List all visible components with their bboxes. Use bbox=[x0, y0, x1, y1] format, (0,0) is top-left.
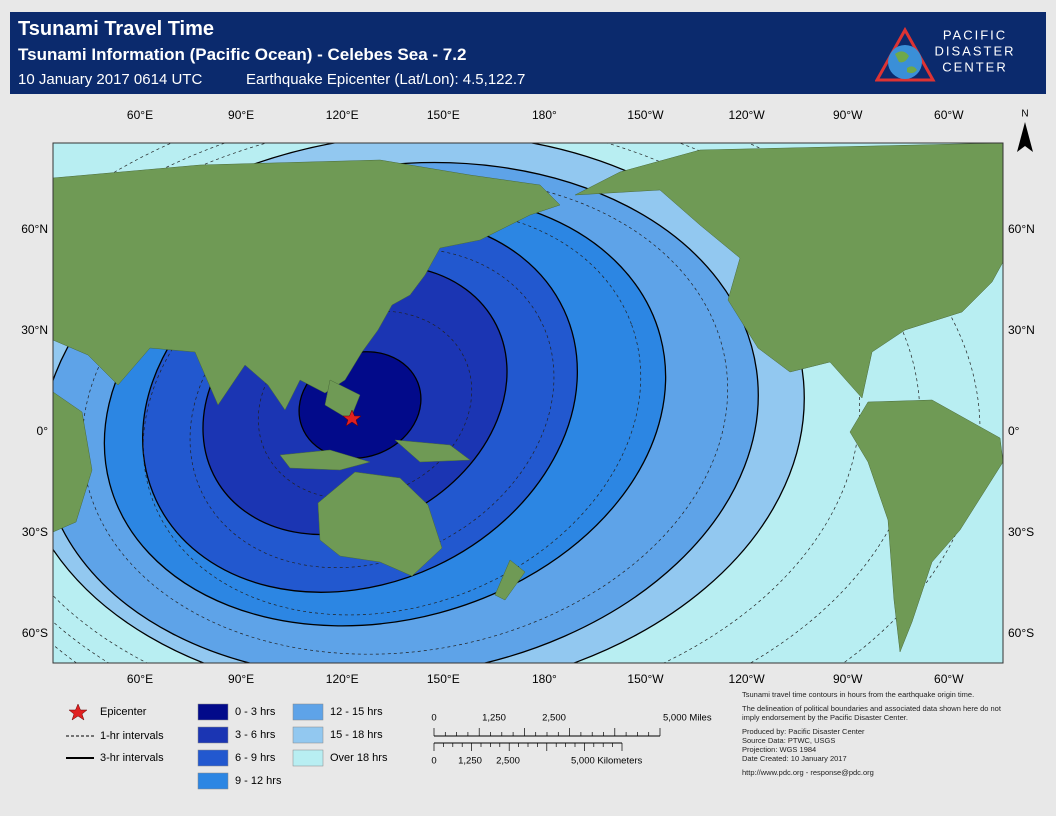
lon-label: 180° bbox=[532, 108, 557, 122]
lon-label: 120°E bbox=[326, 672, 359, 686]
legend: Epicenter 1-hr intervals 3-hr intervals 0 -… bbox=[66, 703, 712, 790]
scale-label: 0 bbox=[431, 756, 436, 767]
legend-swatch bbox=[292, 749, 324, 767]
legend-swatch bbox=[292, 726, 324, 744]
lon-label: 150°E bbox=[427, 672, 460, 686]
land bbox=[53, 391, 93, 533]
land bbox=[574, 143, 1003, 399]
epicenter-info: Earthquake Epicenter (Lat/Lon): 4.5,122.… bbox=[246, 71, 526, 88]
north-label: N bbox=[1021, 109, 1028, 120]
logo-text: DISASTER bbox=[934, 43, 1015, 58]
scale-label: 0 bbox=[431, 713, 436, 724]
subtitle: Tsunami Information (Pacific Ocean) - Ce… bbox=[18, 45, 467, 64]
lon-label: 120°W bbox=[729, 108, 766, 122]
lon-label: 150°W bbox=[627, 672, 664, 686]
scale-label: 5,000 Miles bbox=[663, 713, 712, 724]
lat-label: 60°S bbox=[1008, 626, 1034, 640]
legend-star bbox=[68, 703, 88, 721]
legend-swatch bbox=[197, 749, 229, 767]
land bbox=[317, 471, 443, 577]
lon-label: 150°W bbox=[627, 108, 664, 122]
lon-label: 90°E bbox=[228, 108, 254, 122]
note: The delineation of political boundaries … bbox=[742, 704, 1001, 722]
map-frame bbox=[52, 142, 1004, 664]
scale-label: 5,000 Kilometers bbox=[571, 756, 643, 767]
lon-label: 90°W bbox=[833, 672, 863, 686]
legend-label: 15 - 18 hrs bbox=[330, 729, 383, 741]
legend-swatch bbox=[292, 703, 324, 721]
lon-label: 150°E bbox=[427, 108, 460, 122]
title: Tsunami Travel Time bbox=[18, 18, 215, 40]
lon-label: 90°W bbox=[833, 108, 863, 122]
date: 10 January 2017 0614 UTC bbox=[18, 71, 203, 88]
scale-label: 2,500 bbox=[496, 756, 520, 767]
note: Date Created: 10 January 2017 bbox=[742, 754, 847, 763]
lat-label: 0° bbox=[37, 424, 49, 438]
logo-text: PACIFIC bbox=[943, 27, 1007, 42]
lat-label: 30°S bbox=[1008, 525, 1034, 539]
lon-label: 60°E bbox=[127, 108, 153, 122]
land bbox=[53, 159, 561, 411]
note: Produced by: Pacific Disaster Center bbox=[742, 727, 865, 736]
note: Tsunami travel time contours in hours fr… bbox=[742, 690, 975, 699]
graticule-labels: 60°E 60°E 90°E 90°E 120°E 120°E 150°E 150°E 180°… bbox=[21, 108, 1035, 686]
lat-label: 60°S bbox=[22, 626, 48, 640]
notes: Tsunami travel time contours in hours fr… bbox=[742, 690, 1002, 782]
legend-label: 3-hr intervals bbox=[100, 752, 164, 764]
lon-label: 120°E bbox=[326, 108, 359, 122]
logo-text: CENTER bbox=[942, 59, 1007, 74]
legend-label: Epicenter bbox=[100, 706, 147, 718]
land bbox=[849, 399, 1003, 653]
logo: PACIFIC DISASTER CENTER bbox=[875, 26, 1015, 82]
land bbox=[494, 559, 526, 601]
lon-label: 120°W bbox=[729, 672, 766, 686]
header: Tsunami Travel Time Tsunami Information … bbox=[10, 12, 1046, 94]
map bbox=[53, 143, 1003, 663]
lat-label: 30°S bbox=[22, 525, 48, 539]
legend-swatch bbox=[197, 772, 229, 790]
legend-label: 1-hr intervals bbox=[100, 730, 164, 742]
lat-label: 60°N bbox=[21, 222, 48, 236]
legend-label: 3 - 6 hrs bbox=[235, 729, 276, 741]
legend-label: 9 - 12 hrs bbox=[235, 775, 282, 787]
lat-label: 60°N bbox=[1008, 222, 1035, 236]
legend-swatch bbox=[197, 726, 229, 744]
legend-swatch bbox=[197, 703, 229, 721]
logo-land bbox=[895, 51, 917, 74]
legend-label: 12 - 15 hrs bbox=[330, 706, 383, 718]
note: http://www.pdc.org - response@pdc.org bbox=[742, 768, 874, 777]
legend-label: Over 18 hrs bbox=[330, 752, 388, 764]
contour-1hr bbox=[53, 143, 861, 663]
scale-label: 2,500 bbox=[542, 713, 566, 724]
epicenter-star bbox=[342, 409, 362, 427]
contour-1hr bbox=[189, 247, 555, 569]
lat-label: 0° bbox=[1008, 424, 1020, 438]
lat-label: 30°N bbox=[21, 323, 48, 337]
lon-label: 90°E bbox=[228, 672, 254, 686]
lon-label: 180° bbox=[532, 672, 557, 686]
legend-label: 0 - 3 hrs bbox=[235, 706, 276, 718]
lon-label: 60°W bbox=[934, 672, 964, 686]
legend-label: 6 - 9 hrs bbox=[235, 752, 276, 764]
north-arrow bbox=[1017, 122, 1033, 152]
lon-label: 60°E bbox=[127, 672, 153, 686]
note: Projection: WGS 1984 bbox=[742, 745, 817, 754]
scale-label: 1,250 bbox=[458, 756, 482, 767]
note: Source Data: PTWC, USGS bbox=[742, 736, 836, 745]
lat-label: 30°N bbox=[1008, 323, 1035, 337]
scale-label: 1,250 bbox=[482, 713, 506, 724]
lon-label: 60°W bbox=[934, 108, 964, 122]
